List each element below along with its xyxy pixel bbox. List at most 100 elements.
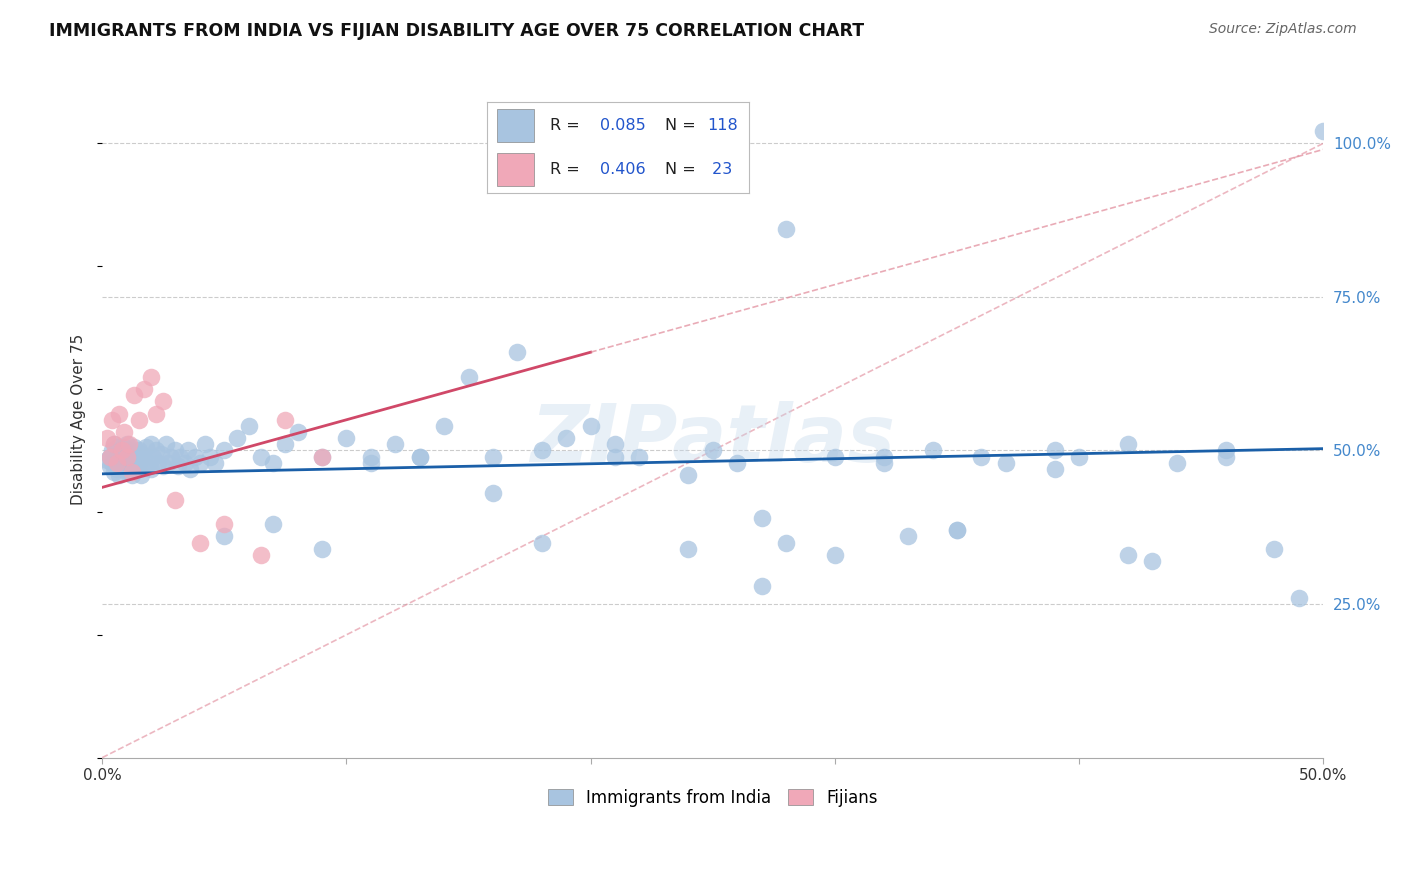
Point bbox=[198, 450, 221, 464]
Point bbox=[214, 529, 236, 543]
Point bbox=[149, 446, 172, 460]
Point bbox=[970, 450, 993, 464]
Point bbox=[125, 450, 148, 464]
Text: IMMIGRANTS FROM INDIA VS FIJIAN DISABILITY AGE OVER 75 CORRELATION CHART: IMMIGRANTS FROM INDIA VS FIJIAN DISABILI… bbox=[49, 22, 865, 40]
Point bbox=[129, 468, 152, 483]
Point bbox=[118, 443, 141, 458]
Point bbox=[408, 450, 430, 464]
Point bbox=[108, 468, 131, 483]
Point bbox=[946, 524, 969, 538]
Point bbox=[105, 450, 128, 464]
Point bbox=[122, 441, 145, 455]
Point bbox=[176, 443, 198, 458]
Point bbox=[128, 456, 150, 470]
Point bbox=[115, 465, 138, 479]
Point bbox=[112, 425, 135, 439]
Point bbox=[111, 443, 134, 458]
Point bbox=[101, 456, 124, 470]
Point bbox=[1263, 541, 1285, 556]
Point bbox=[165, 492, 187, 507]
Point bbox=[1166, 456, 1188, 470]
Point bbox=[159, 450, 181, 464]
Point bbox=[139, 369, 162, 384]
Point bbox=[751, 511, 773, 525]
Point bbox=[194, 437, 217, 451]
Point bbox=[897, 529, 920, 543]
Point bbox=[1215, 450, 1237, 464]
Point bbox=[115, 437, 138, 451]
Point bbox=[112, 462, 135, 476]
Point bbox=[112, 441, 135, 455]
Point bbox=[98, 450, 121, 464]
Point bbox=[238, 418, 260, 433]
Point bbox=[262, 517, 284, 532]
Point bbox=[108, 407, 131, 421]
Legend: Immigrants from India, Fijians: Immigrants from India, Fijians bbox=[541, 782, 884, 814]
Point bbox=[482, 450, 505, 464]
Point bbox=[167, 458, 190, 473]
Point bbox=[311, 450, 333, 464]
Point bbox=[262, 456, 284, 470]
Point bbox=[335, 431, 357, 445]
Y-axis label: Disability Age Over 75: Disability Age Over 75 bbox=[72, 334, 86, 506]
Point bbox=[135, 441, 157, 455]
Point bbox=[408, 450, 430, 464]
Point bbox=[1142, 554, 1164, 568]
Point bbox=[122, 456, 145, 470]
Point bbox=[1067, 450, 1090, 464]
Point bbox=[250, 450, 273, 464]
Point bbox=[138, 456, 160, 470]
Point bbox=[775, 535, 797, 549]
Point bbox=[628, 450, 651, 464]
Point bbox=[457, 369, 479, 384]
Text: Source: ZipAtlas.com: Source: ZipAtlas.com bbox=[1209, 22, 1357, 37]
Point bbox=[121, 468, 143, 483]
Point bbox=[384, 437, 406, 451]
Point bbox=[174, 456, 197, 470]
Point bbox=[751, 579, 773, 593]
Point bbox=[103, 437, 125, 451]
Point bbox=[824, 548, 846, 562]
Point bbox=[994, 456, 1017, 470]
Point bbox=[506, 345, 529, 359]
Point bbox=[129, 446, 152, 460]
Point bbox=[139, 437, 162, 451]
Point bbox=[145, 407, 167, 421]
Point bbox=[274, 413, 297, 427]
Point bbox=[702, 443, 724, 458]
Point bbox=[98, 458, 121, 473]
Point bbox=[108, 456, 131, 470]
Point bbox=[603, 450, 626, 464]
Point bbox=[132, 450, 155, 464]
Point bbox=[115, 450, 138, 464]
Point bbox=[225, 431, 247, 445]
Point bbox=[204, 456, 226, 470]
Point bbox=[184, 450, 207, 464]
Point bbox=[111, 443, 134, 458]
Point bbox=[139, 462, 162, 476]
Point bbox=[1288, 591, 1310, 605]
Point bbox=[824, 450, 846, 464]
Point bbox=[111, 450, 134, 464]
Point bbox=[1043, 443, 1066, 458]
Point bbox=[946, 524, 969, 538]
Point bbox=[775, 222, 797, 236]
Point bbox=[287, 425, 309, 439]
Point bbox=[603, 437, 626, 451]
Point bbox=[311, 450, 333, 464]
Point bbox=[148, 456, 170, 470]
Point bbox=[145, 443, 167, 458]
Point bbox=[122, 388, 145, 402]
Point bbox=[482, 486, 505, 500]
Point bbox=[121, 450, 143, 464]
Point bbox=[579, 418, 602, 433]
Point bbox=[1116, 548, 1139, 562]
Point bbox=[105, 441, 128, 455]
Point bbox=[101, 443, 124, 458]
Point bbox=[188, 456, 211, 470]
Point bbox=[96, 452, 118, 467]
Text: ZIPatlas: ZIPatlas bbox=[530, 401, 896, 479]
Point bbox=[169, 450, 191, 464]
Point bbox=[873, 456, 896, 470]
Point bbox=[132, 382, 155, 396]
